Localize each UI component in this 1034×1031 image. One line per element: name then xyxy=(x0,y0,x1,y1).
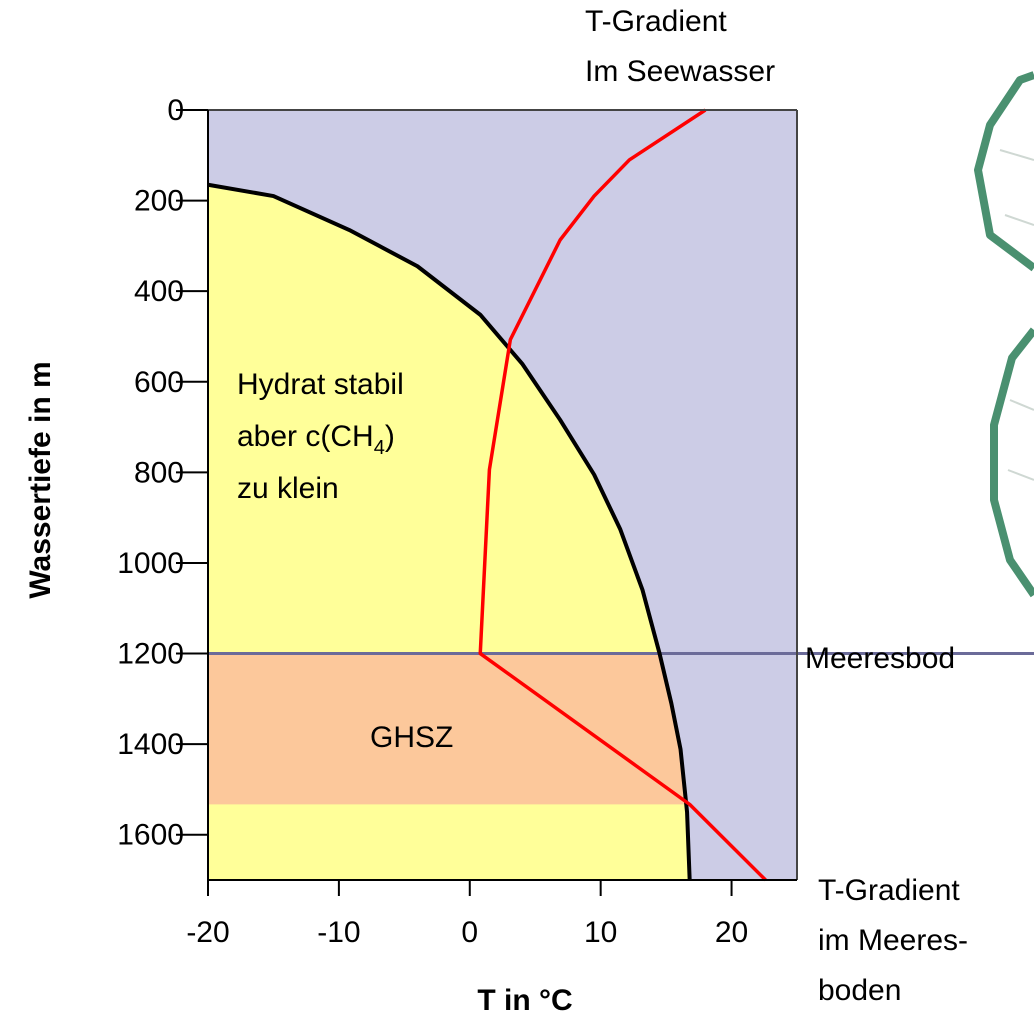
annotation: aber c(CH4) xyxy=(237,420,395,459)
annotation-subscript: 4 xyxy=(374,437,385,459)
y-tick-label: 600 xyxy=(134,366,184,399)
regions xyxy=(207,108,1034,882)
y-tick-label: 800 xyxy=(134,456,184,489)
annotation: Hydrat stabil xyxy=(237,368,404,401)
y-tick-label: 1200 xyxy=(117,638,184,671)
y-tick-label: 1400 xyxy=(117,728,184,761)
y-tick-label: 1600 xyxy=(117,819,184,852)
y-axis-label: Wassertiefe in m xyxy=(24,361,57,598)
annotation: GHSZ xyxy=(370,721,453,754)
annotation: boden xyxy=(818,974,901,1007)
y-tick-label: 1000 xyxy=(117,547,184,580)
phase-boundary xyxy=(207,182,692,881)
x-tick-label: -10 xyxy=(317,916,360,949)
annotation: im Meeres- xyxy=(818,924,968,957)
annotation: Meeresbod xyxy=(805,642,955,675)
y-tick-label: 400 xyxy=(134,275,184,308)
y-tick-label: 0 xyxy=(167,94,184,127)
cage-outline xyxy=(974,71,1034,272)
annotation: T-Gradient xyxy=(818,874,960,907)
annotation-part: aber c(CH xyxy=(237,420,374,453)
annotation: zu klein xyxy=(237,472,339,505)
x-axis-label: T in °C xyxy=(477,984,572,1017)
x-tick-label: 20 xyxy=(715,916,748,949)
x-tick-label: 10 xyxy=(584,916,617,949)
ghsz-region xyxy=(208,653,687,805)
axes: 0 200 400 600 800 1000 1200 1400 1600 -20 -10 0 10 20 xyxy=(117,94,798,949)
temperature-gradient xyxy=(478,108,767,882)
x-tick-label: -20 xyxy=(186,916,229,949)
x-tick-label: 0 xyxy=(461,916,478,949)
cage-outline xyxy=(990,327,1034,598)
cage-inner xyxy=(999,149,1034,481)
annotation: T-Gradient xyxy=(585,5,727,38)
hydrate-cage-illustration xyxy=(974,71,1034,598)
annotation-part: ) xyxy=(385,420,395,453)
annotation: Im Seewasser xyxy=(585,55,775,88)
y-tick-label: 200 xyxy=(134,185,184,218)
